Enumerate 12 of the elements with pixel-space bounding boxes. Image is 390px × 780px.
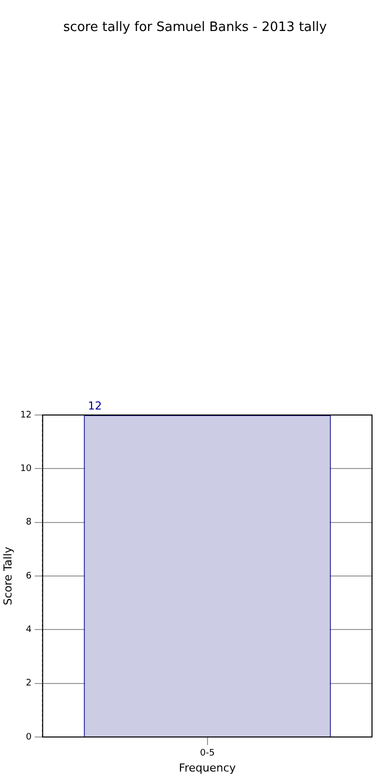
chart-title: score tally for Samuel Banks - 2013 tally: [62, 20, 328, 35]
y-tick-label: 12: [20, 410, 32, 420]
data-label: 12: [88, 399, 102, 412]
y-axis-title: Score Tally: [1, 546, 14, 606]
y-tick-label: 8: [26, 518, 32, 528]
y-tick-label: 2: [26, 678, 32, 689]
x-axis-title: Frequency: [178, 761, 236, 774]
y-tick-label: 10: [20, 464, 32, 474]
y-tick-label: 6: [26, 571, 32, 582]
y-tick-label: 4: [26, 625, 32, 636]
x-tick-label: 0-5: [200, 748, 215, 759]
y-tick-label: 0: [26, 732, 32, 742]
